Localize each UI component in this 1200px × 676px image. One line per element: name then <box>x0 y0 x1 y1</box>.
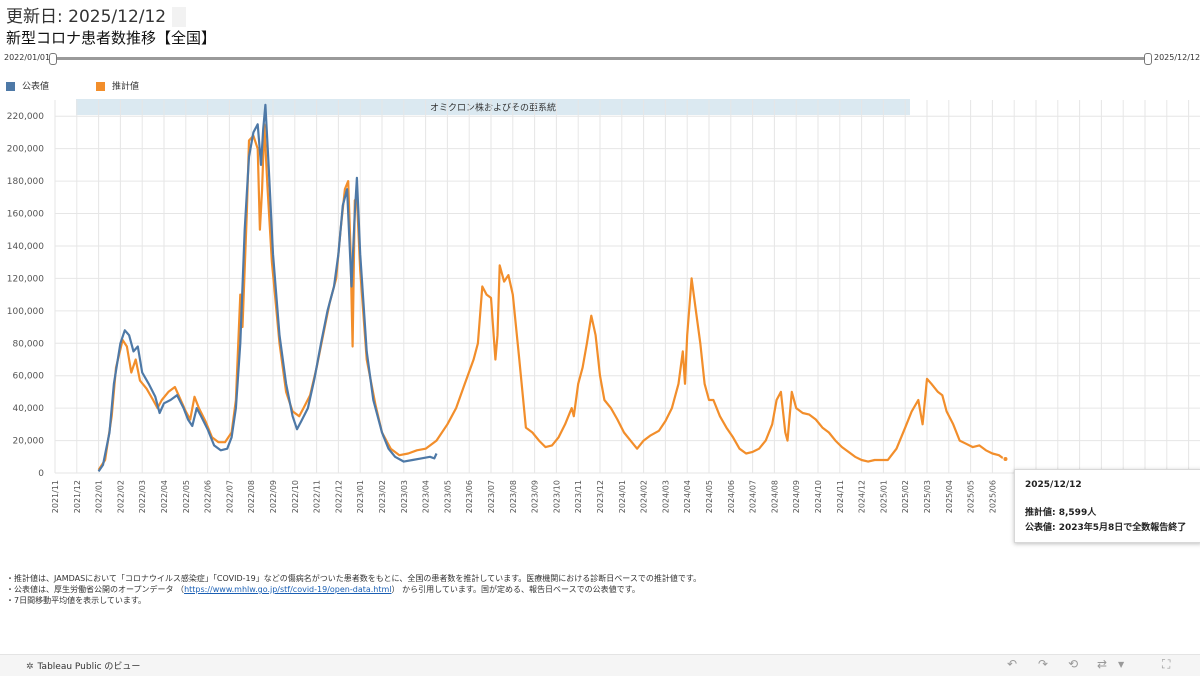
x-tick-label: 2023/07 <box>487 480 496 513</box>
y-tick-label: 0 <box>38 469 44 479</box>
x-tick-label: 2022/11 <box>313 480 322 513</box>
undo-icon[interactable]: ↶ <box>1007 657 1018 671</box>
y-tick-label: 220,000 <box>7 112 44 122</box>
x-tick-label: 2025/03 <box>923 480 932 513</box>
note-official: ・公表値は、厚生労働省公開のオープンデータ （https://www.mhlw.… <box>6 584 701 595</box>
x-tick-label: 2025/01 <box>879 480 888 513</box>
legend-label-estimate: 推計値 <box>112 82 140 92</box>
x-tick-label: 2023/10 <box>552 480 561 513</box>
y-tick-label: 60,000 <box>13 372 45 382</box>
tooltip-official: 公表値: 2023年5月8日で全数報告終了 <box>1025 523 1187 533</box>
y-tick-label: 120,000 <box>7 274 44 284</box>
slider-track[interactable] <box>52 57 1148 60</box>
note-moving-average: ・7日間移動平均値を表示しています。 <box>6 596 147 605</box>
legend-item-official[interactable]: 公表値 <box>6 79 49 92</box>
updated-box <box>172 7 187 27</box>
x-tick-label: 2024/12 <box>858 480 867 513</box>
x-tick-label: 2023/06 <box>465 480 474 513</box>
note-official-post: ） から引用しています。国が定める、報告日ベースでの公表値です。 <box>391 585 640 594</box>
legend-label-official: 公表値 <box>22 82 50 92</box>
x-tick-label: 2022/02 <box>116 480 125 513</box>
updated-date: 更新日: 2025/12/12 <box>6 2 187 27</box>
x-tick-label: 2022/04 <box>160 480 169 513</box>
x-tick-label: 2024/06 <box>727 480 736 513</box>
x-tick-label: 2023/04 <box>422 480 431 513</box>
tableau-logo-icon: ✲ <box>26 662 34 672</box>
x-tick-label: 2025/05 <box>967 480 976 513</box>
x-tick-label: 2024/10 <box>814 480 823 513</box>
series-line-estimate <box>97 123 1006 471</box>
notes: ・推計値は、JAMDASにおいて「コロナウイルス感染症」「COVID-19」など… <box>6 573 701 606</box>
x-tick-label: 2024/09 <box>792 480 801 513</box>
hover-point <box>1002 456 1009 463</box>
x-tick-label: 2023/01 <box>356 480 365 513</box>
x-tick-label: 2023/05 <box>443 480 452 513</box>
fullscreen-icon[interactable]: ⛶ <box>1162 657 1171 671</box>
tableau-brand-label: Tableau Public のビュー <box>37 662 141 672</box>
x-tick-label: 2023/12 <box>596 480 605 513</box>
legend-swatch-official <box>6 82 15 91</box>
x-tick-label: 2024/02 <box>640 480 649 513</box>
x-tick-label: 2022/01 <box>95 480 104 513</box>
x-tick-label: 2025/04 <box>945 480 954 513</box>
x-tick-label: 2024/04 <box>683 480 692 513</box>
x-tick-label: 2025/06 <box>988 480 997 513</box>
note-estimate: ・推計値は、JAMDASにおいて「コロナウイルス感染症」「COVID-19」など… <box>6 574 702 583</box>
x-tick-label: 2023/03 <box>400 480 409 513</box>
x-tick-label: 2022/09 <box>269 480 278 513</box>
redo-icon[interactable]: ↷ <box>1038 657 1049 671</box>
x-tick-label: 2024/01 <box>618 480 627 513</box>
x-tick-label: 2024/07 <box>749 480 758 513</box>
tooltip: 2025/12/12 推計値: 8,599人 公表値: 2023年5月8日で全数… <box>1014 469 1200 543</box>
page-title: 新型コロナ患者数推移【全国】 <box>6 29 217 47</box>
x-tick-label: 2024/11 <box>836 480 845 513</box>
x-tick-label: 2024/08 <box>770 480 779 513</box>
date-range-slider[interactable]: 2022/01/01 2025/12/12 <box>0 51 1200 67</box>
slider-start-handle[interactable] <box>49 53 57 65</box>
share-icon[interactable]: ⇄ <box>1097 657 1108 671</box>
legend-item-estimate[interactable]: 推計値 <box>96 79 139 92</box>
line-chart: オミクロン株およびその亜系統 0 20,000 40,000 60,000 80,000 1… <box>7 99 1200 513</box>
dropdown-icon[interactable]: ▼ <box>1118 660 1125 669</box>
x-tick-label: 2022/10 <box>291 480 300 513</box>
x-tick-label: 2022/03 <box>138 480 147 513</box>
slider-start-label: 2022/01/01 <box>4 53 51 62</box>
x-tick-label: 2022/08 <box>247 480 256 513</box>
x-tick-label: 2022/12 <box>334 480 343 513</box>
y-tick-label: 100,000 <box>7 307 44 317</box>
slider-end-handle[interactable] <box>1144 53 1152 65</box>
series-line-official <box>97 103 438 473</box>
y-tick-label: 160,000 <box>7 210 44 220</box>
y-tick-label: 180,000 <box>7 177 44 187</box>
y-tick-label: 140,000 <box>7 242 44 252</box>
y-tick-label: 40,000 <box>13 404 45 414</box>
y-tick-label: 20,000 <box>13 437 45 447</box>
x-tick-label: 2023/09 <box>531 480 540 513</box>
x-tick-label: 2024/05 <box>705 480 714 513</box>
annotation-band <box>76 99 910 115</box>
footer-toolbar: ✲ Tableau Public のビュー ↶ ↷ ⟲ ⇄ ▼ ⛶ <box>0 654 1200 676</box>
x-tick-label: 2023/11 <box>574 480 583 513</box>
revert-icon[interactable]: ⟲ <box>1068 657 1079 671</box>
x-tick-label: 2022/05 <box>182 480 191 513</box>
tableau-brand[interactable]: ✲ Tableau Public のビュー <box>26 659 140 672</box>
x-tick-label: 2021/12 <box>73 480 82 513</box>
x-tick-label: 2023/02 <box>378 480 387 513</box>
open-data-link[interactable]: https://www.mhlw.go.jp/stf/covid-19/open… <box>184 585 392 594</box>
y-tick-label: 200,000 <box>7 145 44 155</box>
legend-swatch-estimate <box>96 82 105 91</box>
x-tick-label: 2022/06 <box>204 480 213 513</box>
y-tick-label: 80,000 <box>13 339 45 349</box>
x-tick-label: 2025/02 <box>901 480 910 513</box>
x-tick-label: 2021/11 <box>51 480 60 513</box>
note-official-pre: ・公表値は、厚生労働省公開のオープンデータ （ <box>6 585 185 594</box>
x-tick-label: 2023/08 <box>509 480 518 513</box>
updated-date-text: 更新日: 2025/12/12 <box>6 7 167 27</box>
tooltip-date: 2025/12/12 <box>1025 480 1082 490</box>
tooltip-estimate: 推計値: 8,599人 <box>1025 508 1097 518</box>
x-tick-label: 2024/03 <box>661 480 670 513</box>
x-tick-label: 2022/07 <box>225 480 234 513</box>
annotation-band-label: オミクロン株およびその亜系統 <box>430 102 556 114</box>
slider-end-label: 2025/12/12 <box>1154 53 1200 62</box>
